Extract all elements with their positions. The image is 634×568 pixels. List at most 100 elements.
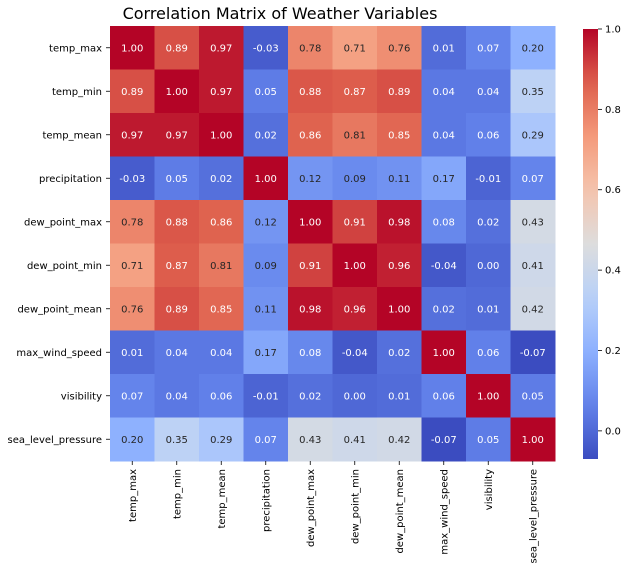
cell-value-label: 0.91: [299, 261, 321, 272]
cell-value-label: 0.20: [522, 43, 544, 54]
heatmap-cell: [288, 156, 333, 201]
cell-value-label: 0.43: [522, 217, 544, 228]
heatmap-cell: [154, 200, 200, 244]
heatmap-cell: [466, 330, 511, 375]
heatmap-cell: [510, 243, 556, 288]
cell-value-label: -0.03: [253, 43, 279, 54]
cell-value-label: 0.04: [433, 130, 455, 141]
cell-value-label: 0.06: [477, 348, 499, 359]
cell-value-label: 1.00: [388, 304, 410, 315]
cell-value-label: 0.08: [299, 348, 321, 359]
cell-value-label: 0.86: [299, 130, 321, 141]
cell-value-label: 0.88: [166, 217, 188, 228]
heatmap-cell: [466, 156, 511, 201]
heatmap-cell: [199, 113, 244, 157]
heatmap-cell: [288, 287, 333, 331]
cell-value-label: 0.11: [388, 174, 410, 185]
heatmap-cell: [332, 287, 378, 331]
cell-value-label: 0.02: [388, 348, 410, 359]
cell-value-label: 0.71: [344, 43, 366, 54]
x-tick-label: visibility: [484, 469, 495, 510]
cell-value-label: 0.42: [522, 304, 544, 315]
heatmap-cell: [466, 417, 511, 462]
heatmap-cell: [377, 200, 422, 244]
colorbar-gradient: [583, 29, 598, 459]
heatmap-cell: [110, 113, 155, 157]
heatmap-cell: [110, 417, 155, 462]
heatmap-cell: [466, 69, 511, 114]
cell-value-label: 0.97: [210, 87, 232, 98]
colorbar-tick-label: 0.2: [605, 346, 621, 357]
heatmap-cell: [154, 243, 200, 288]
cell-value-label: 0.02: [433, 304, 455, 315]
cell-value-label: 0.78: [299, 43, 321, 54]
cell-value-label: 0.98: [388, 217, 410, 228]
heatmap-cell: [110, 287, 155, 331]
heatmap-cell: [510, 374, 556, 418]
heatmap-cell: [243, 26, 289, 70]
cell-value-label: 0.88: [299, 87, 321, 98]
cell-value-label: 0.01: [477, 304, 499, 315]
cell-value-label: 0.29: [210, 435, 232, 446]
heatmap-cell: [243, 113, 289, 157]
cell-value-label: 0.06: [477, 130, 499, 141]
heatmap-cell: [199, 417, 244, 462]
y-tick-label: temp_mean: [42, 130, 102, 141]
heatmap-cell: [466, 374, 511, 418]
cell-value-label: 0.02: [255, 130, 277, 141]
heatmap-cell: [288, 26, 333, 70]
x-tick-label: temp_max: [128, 469, 139, 522]
heatmap-cell: [288, 113, 333, 157]
y-tick-label: dew_point_min: [27, 261, 102, 272]
y-tick-label: temp_min: [52, 87, 102, 98]
heatmap-cell: [421, 374, 467, 418]
cell-value-label: 1.00: [210, 130, 232, 141]
cell-value-label: 0.89: [388, 87, 410, 98]
heatmap-cell: [510, 417, 556, 462]
cell-value-label: 0.04: [433, 87, 455, 98]
heatmap-cell: [243, 200, 289, 244]
cell-value-label: 0.06: [433, 391, 455, 402]
heatmap-cell: [243, 330, 289, 375]
heatmap-cell: [421, 113, 467, 157]
cell-value-label: 0.81: [344, 130, 366, 141]
chart-title: Correlation Matrix of Weather Variables: [123, 4, 438, 23]
heatmap-cell: [288, 374, 333, 418]
cell-value-label: 0.00: [344, 391, 366, 402]
heatmap-cell: [154, 417, 200, 462]
cell-value-label: 0.81: [210, 261, 232, 272]
heatmap-cell: [332, 330, 378, 375]
cell-value-label: 0.08: [433, 217, 455, 228]
cell-value-label: 0.97: [210, 43, 232, 54]
cell-value-label: -0.04: [431, 261, 457, 272]
heatmap-cell: [332, 417, 378, 462]
heatmap-cell: [154, 69, 200, 114]
heatmap-cell: [199, 156, 244, 201]
heatmap-cell: [510, 69, 556, 114]
cell-value-label: 0.04: [166, 391, 188, 402]
heatmap-cell: [288, 69, 333, 114]
x-tick-label: temp_mean: [217, 469, 228, 529]
heatmap-cell: [199, 200, 244, 244]
cell-value-label: 0.86: [210, 217, 232, 228]
heatmap-cells: 1.00 0.89 0.97 -0.03 0.78 0.71 0.76 0.01 0.07 0.2…: [110, 26, 556, 462]
x-tick-label: sea_level_pressure: [528, 469, 539, 563]
heatmap-cell: [466, 287, 511, 331]
cell-value-label: 0.35: [522, 87, 544, 98]
cell-value-label: 0.29: [522, 130, 544, 141]
x-tick-label: max_wind_speed: [439, 469, 450, 555]
heatmap-cell: [110, 374, 155, 418]
cell-value-label: -0.04: [342, 348, 368, 359]
heatmap-cell: [154, 374, 200, 418]
cell-value-label: 0.02: [477, 217, 499, 228]
cell-value-label: 0.06: [210, 391, 232, 402]
colorbar-tick-label: 0.6: [605, 185, 621, 196]
heatmap-cell: [510, 287, 556, 331]
cell-value-label: 0.42: [388, 435, 410, 446]
heatmap-cell: [243, 417, 289, 462]
heatmap-cell: [466, 200, 511, 244]
heatmap-cell: [332, 156, 378, 201]
heatmap-cell: [154, 287, 200, 331]
cell-value-label: 0.35: [166, 435, 188, 446]
heatmap-cell: [288, 417, 333, 462]
